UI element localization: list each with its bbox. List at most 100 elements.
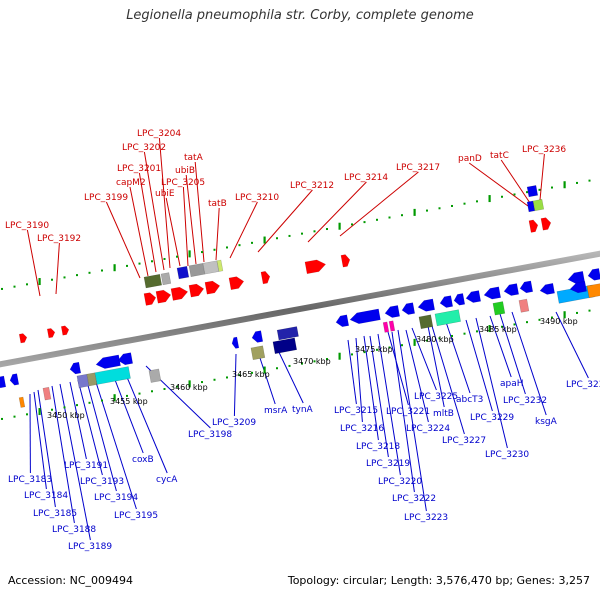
tick-dot bbox=[588, 179, 591, 182]
gene-box-shape bbox=[86, 372, 98, 387]
reverse-gene-label: coxB bbox=[132, 455, 154, 465]
tick-dot bbox=[51, 408, 53, 411]
reverse-gene-label: LPC_3193 bbox=[80, 477, 124, 487]
forward-gene-label: LPC_3202 bbox=[122, 143, 166, 153]
gene-box-shape bbox=[526, 185, 539, 198]
tick-dot bbox=[126, 394, 128, 397]
forward-gene bbox=[155, 289, 172, 304]
tick-dot bbox=[1, 287, 3, 290]
tick-dot bbox=[551, 186, 553, 189]
gene-box bbox=[276, 326, 299, 341]
gene-box-shape bbox=[518, 298, 530, 313]
reverse-gene bbox=[519, 280, 534, 294]
reverse-gene-label: LPC_3216 bbox=[340, 424, 384, 434]
forward-gene-shape bbox=[143, 292, 157, 306]
forward-gene bbox=[170, 286, 189, 301]
reverse-gene bbox=[503, 283, 520, 296]
tick-mark bbox=[338, 352, 341, 360]
tick-dot bbox=[88, 271, 91, 274]
leader-line bbox=[111, 371, 144, 454]
leader-line bbox=[499, 313, 526, 395]
reverse-gene-shape bbox=[349, 308, 381, 324]
reverse-gene-label: LPC_3225 bbox=[414, 392, 458, 402]
tick-mark bbox=[188, 380, 191, 388]
scale-label: 3465 kbp bbox=[232, 370, 270, 379]
leader-line bbox=[405, 329, 429, 423]
tick-mark bbox=[188, 250, 191, 258]
tick-dot bbox=[151, 260, 153, 263]
tick-dot bbox=[463, 202, 466, 205]
reverse-gene-shape bbox=[95, 354, 121, 369]
tick-dot bbox=[551, 316, 553, 319]
reverse-gene-label: LPC_3198 bbox=[188, 430, 232, 440]
forward-gene bbox=[188, 283, 205, 298]
reverse-gene-label: cycA bbox=[156, 475, 178, 485]
tick-mark bbox=[38, 278, 41, 286]
tick-dot bbox=[576, 311, 578, 314]
leader-line bbox=[339, 171, 419, 237]
tick-dot bbox=[363, 221, 366, 224]
tick-dot bbox=[226, 376, 228, 379]
reverse-gene bbox=[569, 281, 587, 294]
reverse-gene-label: LPC_3222 bbox=[392, 494, 436, 504]
accession-text: Accession: NC_009494 bbox=[8, 574, 134, 587]
tick-dot bbox=[201, 381, 203, 384]
reverse-gene bbox=[417, 298, 436, 312]
genome-title: Legionella pneumophila str. Corby, compl… bbox=[126, 8, 474, 23]
forward-gene-label: LPC_3210 bbox=[235, 193, 279, 203]
reverse-gene-shape bbox=[567, 270, 586, 284]
leader-line bbox=[257, 189, 313, 253]
gene-box bbox=[176, 265, 190, 280]
reverse-gene bbox=[483, 286, 502, 300]
tick-dot bbox=[238, 374, 241, 377]
reverse-gene-shape bbox=[483, 286, 502, 300]
scale-label: 3485 kbp bbox=[479, 325, 517, 334]
gene-box-shape bbox=[532, 199, 545, 212]
gene-box bbox=[160, 272, 172, 286]
gene-box-shape bbox=[94, 366, 131, 385]
leader-line bbox=[59, 383, 91, 541]
reverse-gene-label: LPC_3229 bbox=[470, 413, 514, 423]
reverse-gene bbox=[69, 361, 82, 375]
reverse-gene-shape bbox=[503, 283, 520, 296]
leader-line bbox=[465, 319, 493, 412]
reverse-gene-label: LPC_3215 bbox=[334, 406, 378, 416]
gene-box-shape bbox=[250, 345, 266, 361]
tick-dot bbox=[213, 378, 216, 381]
gene-box bbox=[18, 396, 26, 408]
tick-dot bbox=[451, 334, 453, 337]
leader-line bbox=[194, 161, 205, 263]
leader-line bbox=[69, 381, 87, 460]
reverse-gene bbox=[9, 373, 20, 386]
gene-box bbox=[250, 345, 266, 361]
forward-gene-shape bbox=[170, 286, 189, 301]
tick-dot bbox=[76, 404, 78, 407]
forward-gene bbox=[18, 333, 28, 344]
reverse-gene-label: LPC_3209 bbox=[212, 418, 256, 428]
reverse-gene-label: ksgA bbox=[535, 417, 558, 427]
tick-dot bbox=[176, 385, 178, 388]
reverse-gene-shape bbox=[9, 373, 20, 386]
leader-line bbox=[427, 325, 445, 408]
tick-mark bbox=[413, 208, 416, 216]
tick-dot bbox=[401, 214, 403, 217]
tick-dot bbox=[238, 244, 241, 247]
leader-line bbox=[468, 162, 529, 207]
reverse-gene-label: tynA bbox=[292, 405, 314, 415]
tick-mark bbox=[488, 325, 491, 333]
reverse-gene-label: LPC_3183 bbox=[8, 475, 52, 485]
forward-gene-label: LPC_3205 bbox=[161, 178, 205, 188]
leader-line bbox=[431, 325, 465, 435]
tick-dot bbox=[13, 285, 16, 288]
gene-box-shape bbox=[276, 326, 299, 341]
forward-gene-label: ubiB bbox=[175, 166, 195, 176]
leader-line bbox=[185, 174, 197, 265]
reverse-gene-shape bbox=[384, 305, 401, 318]
reverse-gene-label: LPC_3230 bbox=[485, 450, 529, 460]
scale-label: 3490 kbp bbox=[540, 317, 578, 326]
leader-line bbox=[489, 315, 512, 378]
forward-gene-label: LPC_3212 bbox=[290, 181, 334, 191]
forward-gene-label: LPC_3192 bbox=[37, 234, 81, 244]
forward-gene-shape bbox=[340, 254, 351, 268]
